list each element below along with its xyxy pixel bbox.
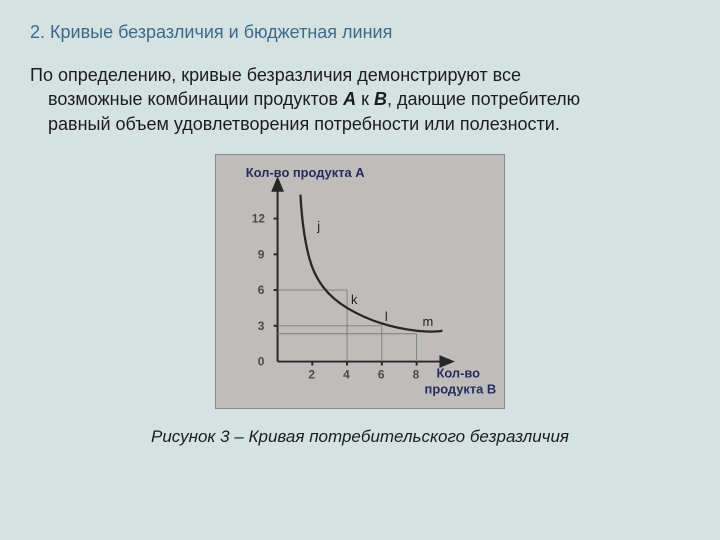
product-a: А: [343, 89, 356, 109]
definition-paragraph: По определению, кривые безразличия демон…: [30, 63, 690, 136]
svg-text:0: 0: [258, 354, 265, 368]
point-k-label: k: [351, 292, 358, 307]
point-j-label: j: [316, 218, 320, 233]
svg-text:9: 9: [258, 247, 265, 261]
guide-lines: [278, 290, 417, 362]
product-b: В: [374, 89, 387, 109]
point-l-label: l: [385, 309, 388, 324]
y-ticks: 0 3 6 9 12: [252, 211, 278, 368]
svg-text:3: 3: [258, 319, 265, 333]
svg-text:12: 12: [252, 211, 266, 225]
indifference-curve-chart: Кол-во продукта А 0 3 6 9 12 2: [215, 154, 505, 409]
svg-text:8: 8: [413, 367, 420, 381]
chart-svg: Кол-во продукта А 0 3 6 9 12 2: [216, 155, 504, 408]
point-m-label: m: [423, 314, 434, 329]
svg-text:6: 6: [378, 367, 385, 381]
para-line2: возможные комбинации продуктов А к В, да…: [30, 87, 580, 111]
svg-text:2: 2: [308, 367, 315, 381]
figure-caption: Рисунок 3 – Кривая потребительского безр…: [30, 427, 690, 447]
para-line3: равный объем удовлетворения потребности …: [30, 112, 560, 136]
para-line1: По определению, кривые безразличия демон…: [30, 65, 521, 85]
x-axis-label-l1: Кол-во: [436, 365, 480, 380]
svg-text:4: 4: [343, 367, 350, 381]
x-axis: [278, 356, 453, 366]
x-axis-label-l2: продукта В: [425, 381, 497, 396]
x-ticks: 2 4 6 8: [308, 361, 419, 381]
indifference-curve: [300, 195, 442, 332]
section-heading: 2. Кривые безразличия и бюджетная линия: [30, 22, 690, 43]
y-axis-label: Кол-во продукта А: [246, 165, 365, 180]
svg-text:6: 6: [258, 283, 265, 297]
